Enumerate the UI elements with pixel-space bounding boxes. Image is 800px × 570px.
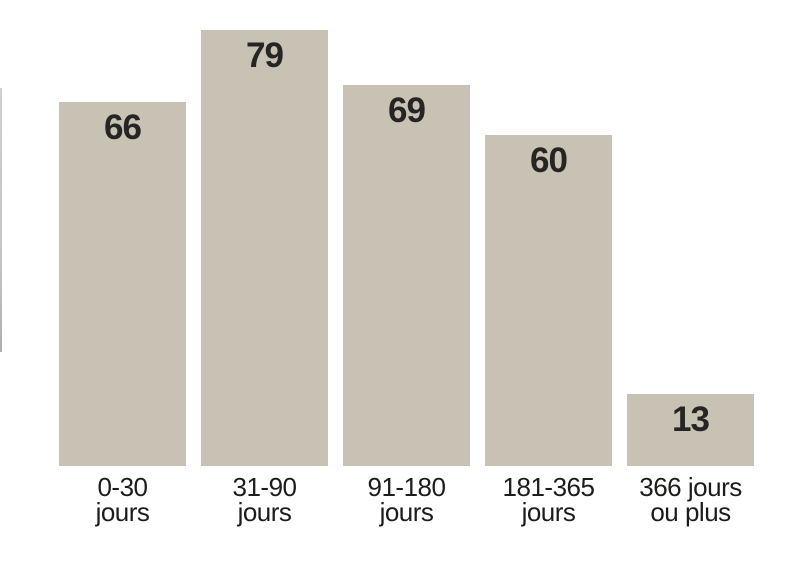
bars-area: 66 0-30 jours 79 31-90 jours 69 91-180 jours 60 18… (59, 0, 754, 525)
x-axis-tick-label: 31-90 jours (201, 472, 328, 527)
bar-track: 13 (627, 0, 754, 466)
x-axis-tick-line: jours (237, 497, 292, 527)
x-axis-tick-line: 0-30 (97, 472, 148, 502)
bar-value-label: 69 (388, 91, 426, 130)
x-axis-tick-label: 181-365 jours (485, 472, 612, 527)
bar-column: 13 366 jours ou plus (627, 0, 754, 525)
bar-column: 79 31-90 jours (201, 0, 328, 525)
x-axis-tick-line: 31-90 (232, 472, 298, 502)
bar-column: 60 181-365 jours (485, 0, 612, 525)
bar-value-label: 13 (672, 400, 710, 439)
bar: 66 (59, 102, 186, 466)
bar-track: 79 (201, 0, 328, 466)
bar-column: 69 91-180 jours (343, 0, 470, 525)
bar-column: 66 0-30 jours (59, 0, 186, 525)
x-axis-tick-line: jours (521, 497, 576, 527)
x-axis-tick-line: ou plus (650, 497, 731, 527)
bar-track: 60 (485, 0, 612, 466)
x-axis-tick-label: 0-30 jours (59, 472, 186, 527)
bar: 69 (343, 85, 470, 466)
bar-value-label: 66 (104, 108, 142, 147)
bar: 13 (627, 394, 754, 466)
x-axis-tick-line: jours (95, 497, 150, 527)
x-axis-tick-label: 366 jours ou plus (627, 472, 754, 527)
bar-track: 69 (343, 0, 470, 466)
bar-value-label: 79 (246, 36, 284, 75)
x-axis-tick-label: 91-180 jours (343, 472, 470, 527)
x-axis-tick-line: 366 jours (639, 472, 742, 502)
x-axis-tick-line: jours (379, 497, 434, 527)
bar-value-label: 60 (530, 141, 568, 180)
x-axis-tick-line: 181-365 (502, 472, 595, 502)
bar: 60 (485, 135, 612, 466)
bar-track: 66 (59, 0, 186, 466)
bar: 79 (201, 30, 328, 466)
x-axis-tick-line: 91-180 (367, 472, 446, 502)
left-edge-crop-artifact (0, 88, 2, 352)
